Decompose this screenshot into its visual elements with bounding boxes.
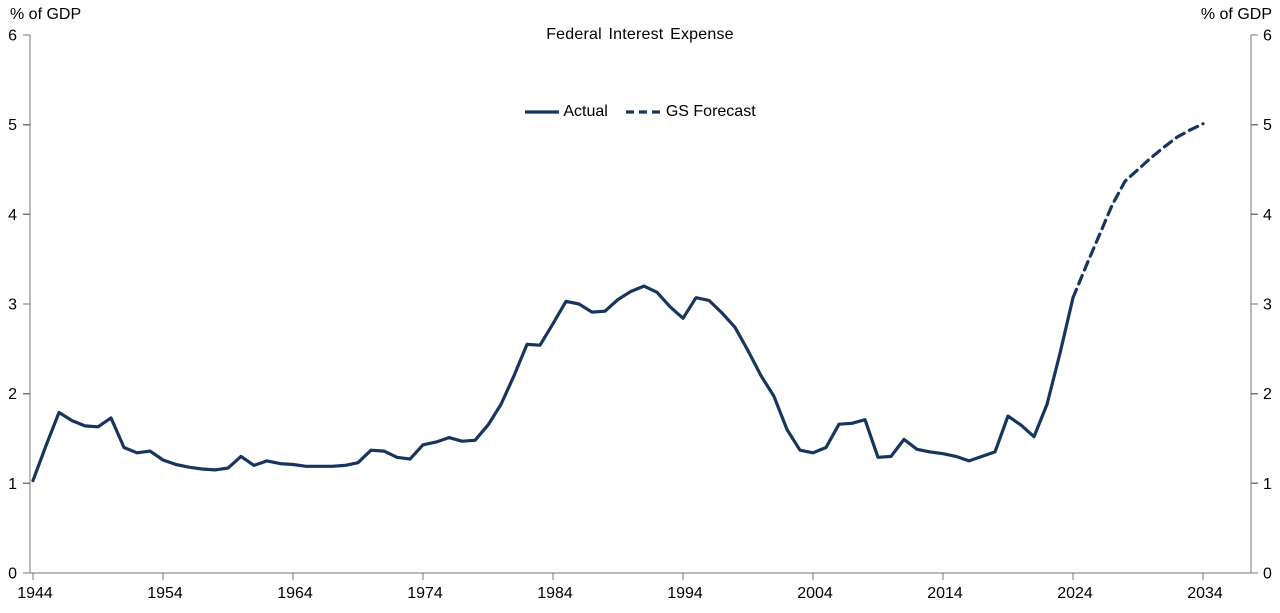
y-tick-label-left: 1 [8, 476, 17, 493]
y-axis-unit-label-left: % of GDP [10, 6, 82, 23]
y-tick-label-left: 4 [8, 207, 17, 224]
y-tick-label-right: 2 [1263, 386, 1272, 403]
x-tick-label: 2024 [1057, 585, 1093, 602]
legend-item-actual: Actual [524, 103, 608, 121]
actual-line-swatch [525, 110, 560, 114]
legend: Actual GS Forecast [0, 103, 1280, 121]
x-tick-label: 1974 [407, 585, 443, 602]
y-tick-label-left: 6 [8, 28, 17, 45]
y-tick-label-right: 0 [1263, 566, 1272, 583]
x-tick-label: 1984 [537, 585, 573, 602]
y-tick-label-left: 2 [8, 386, 17, 403]
legend-label-actual: Actual [563, 103, 608, 120]
x-tick-label: 2004 [797, 585, 833, 602]
forecast-line-swatch [625, 110, 662, 114]
legend-item-forecast: GS Forecast [625, 103, 756, 121]
y-tick-label-left: 0 [8, 566, 17, 583]
y-tick-label-right: 3 [1263, 297, 1272, 314]
y-tick-label-right: 5 [1263, 117, 1272, 134]
x-tick-label: 2014 [927, 585, 963, 602]
x-tick-label: 1944 [17, 585, 53, 602]
chart-title: Federal Interest Expense [546, 26, 734, 43]
y-tick-label-left: 3 [8, 297, 17, 314]
y-tick-label-right: 4 [1263, 207, 1272, 224]
x-tick-label: 1964 [277, 585, 313, 602]
x-tick-label: 2034 [1187, 585, 1223, 602]
y-axis-unit-label-right: % of GDP [1200, 6, 1272, 23]
forecast-line [1071, 122, 1205, 300]
x-tick-label: 1954 [147, 585, 183, 602]
actual-line [31, 284, 1075, 483]
y-tick-label-right: 1 [1263, 476, 1272, 493]
y-tick-label-right: 6 [1263, 28, 1272, 45]
y-tick-label-left: 5 [8, 117, 17, 134]
legend-label-forecast: GS Forecast [665, 103, 756, 120]
x-tick-label: 1994 [667, 585, 703, 602]
